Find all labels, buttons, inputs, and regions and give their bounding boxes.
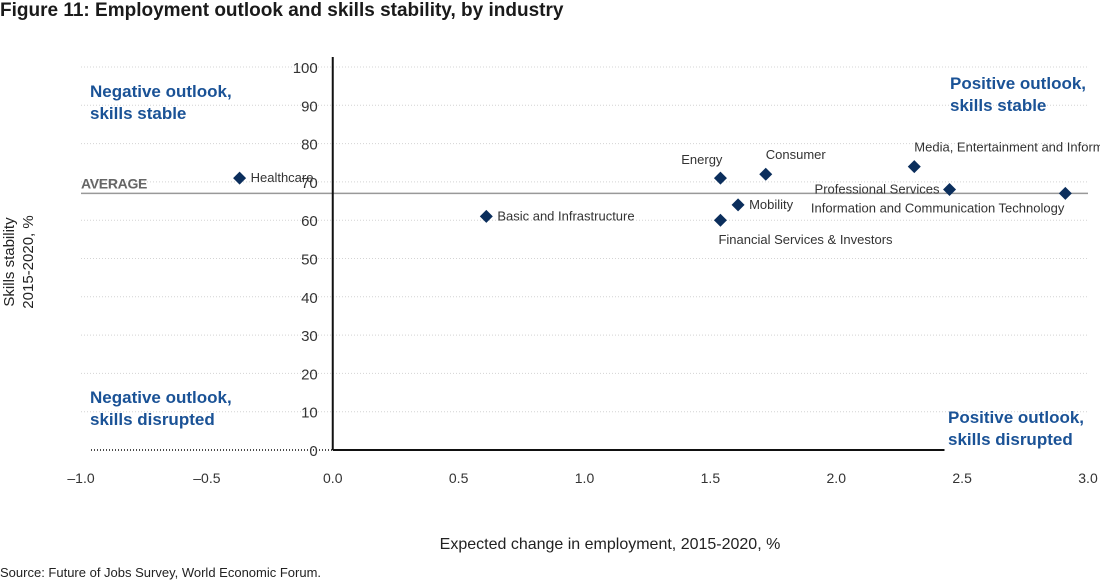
x-tick-label: 1.0 — [575, 470, 595, 486]
x-tick-label: 1.5 — [701, 470, 721, 486]
source-note: Source: Future of Jobs Survey, World Eco… — [0, 565, 322, 580]
y-axis-label: Skills stability 2015-2020, % — [1, 215, 37, 308]
tick-labels: 0 10 20 30 40 50 60 70 80 90 100 –1.0 –0.5 0.0 0.5 1.0 1… — [67, 60, 1098, 486]
x-tick-label: 2.0 — [827, 470, 847, 486]
gridlines — [81, 66, 1088, 413]
data-point-label: Mobility — [749, 197, 794, 212]
x-tick-label: 0.0 — [323, 470, 343, 486]
data-point — [233, 171, 247, 185]
y-tick-label: 70 — [301, 175, 318, 192]
data-point — [907, 160, 921, 174]
scatter-chart: AVERAGE 0 10 20 30 40 50 60 70 80 90 100 –1.0 –0.5 0.… — [1, 57, 1100, 553]
y-tick-label: 80 — [301, 137, 318, 154]
y-tick-label: 10 — [301, 405, 318, 422]
y-tick-label: 60 — [301, 213, 318, 230]
data-point — [731, 198, 745, 212]
y-tick-label: 30 — [301, 328, 318, 345]
y-tick-label: 0 — [309, 443, 317, 460]
data-point-label: Basic and Infrastructure — [497, 208, 634, 223]
x-tick-label: –1.0 — [67, 470, 94, 486]
data-point-label: Media, Entertainment and Information — [914, 140, 1100, 155]
y-tick-label: 50 — [301, 252, 318, 269]
data-point — [713, 171, 727, 185]
chart-title: Figure 11: Employment outlook and skills… — [0, 0, 564, 21]
y-tick-label: 20 — [301, 366, 318, 383]
quadrant-label-top-left: Negative outlook, — [90, 82, 232, 101]
data-point-label: Financial Services & Investors — [718, 232, 893, 247]
quadrant-label-bottom-right: Positive outlook, — [948, 408, 1084, 427]
quadrant-labels: Negative outlook, skills stable Positive o… — [90, 74, 1086, 449]
average-label: AVERAGE — [81, 175, 147, 191]
data-point — [759, 167, 773, 181]
quadrant-label-top-right: Positive outlook, — [950, 74, 1086, 93]
x-tick-label: 0.5 — [449, 470, 469, 486]
data-point-label: Energy — [681, 152, 723, 167]
data-point-label: Healthcare — [251, 170, 314, 185]
data-points — [233, 160, 1072, 227]
y-tick-label: 90 — [301, 98, 318, 115]
data-point — [943, 183, 957, 197]
data-point — [1058, 186, 1072, 200]
quadrant-label-top-left: skills stable — [90, 104, 186, 123]
y-axis-label-line: 2015-2020, % — [20, 215, 37, 308]
y-axis-label-line: Skills stability — [1, 217, 18, 307]
y-tick-label: 40 — [301, 290, 318, 307]
axes: AVERAGE — [81, 57, 1088, 451]
quadrant-label-bottom-left: skills disrupted — [90, 410, 215, 429]
y-tick-label: 100 — [293, 60, 318, 77]
data-point-label: Professional Services — [815, 182, 940, 197]
data-point-label: Information and Communication Technology — [811, 200, 1065, 215]
quadrant-label-bottom-left: Negative outlook, — [90, 388, 232, 407]
axis-labels: Healthcare Basic and Infrastructure Energy… — [1, 140, 1100, 553]
x-axis-label: Expected change in employment, 2015-2020… — [440, 536, 781, 553]
quadrant-label-top-right: skills stable — [950, 96, 1046, 115]
x-tick-label: 3.0 — [1078, 470, 1098, 486]
quadrant-label-bottom-right: skills disrupted — [948, 430, 1073, 449]
data-point — [479, 209, 493, 223]
x-tick-label: 2.5 — [952, 470, 972, 486]
data-point-label: Consumer — [766, 147, 827, 162]
data-point — [713, 213, 727, 227]
x-tick-label: –0.5 — [193, 470, 220, 486]
